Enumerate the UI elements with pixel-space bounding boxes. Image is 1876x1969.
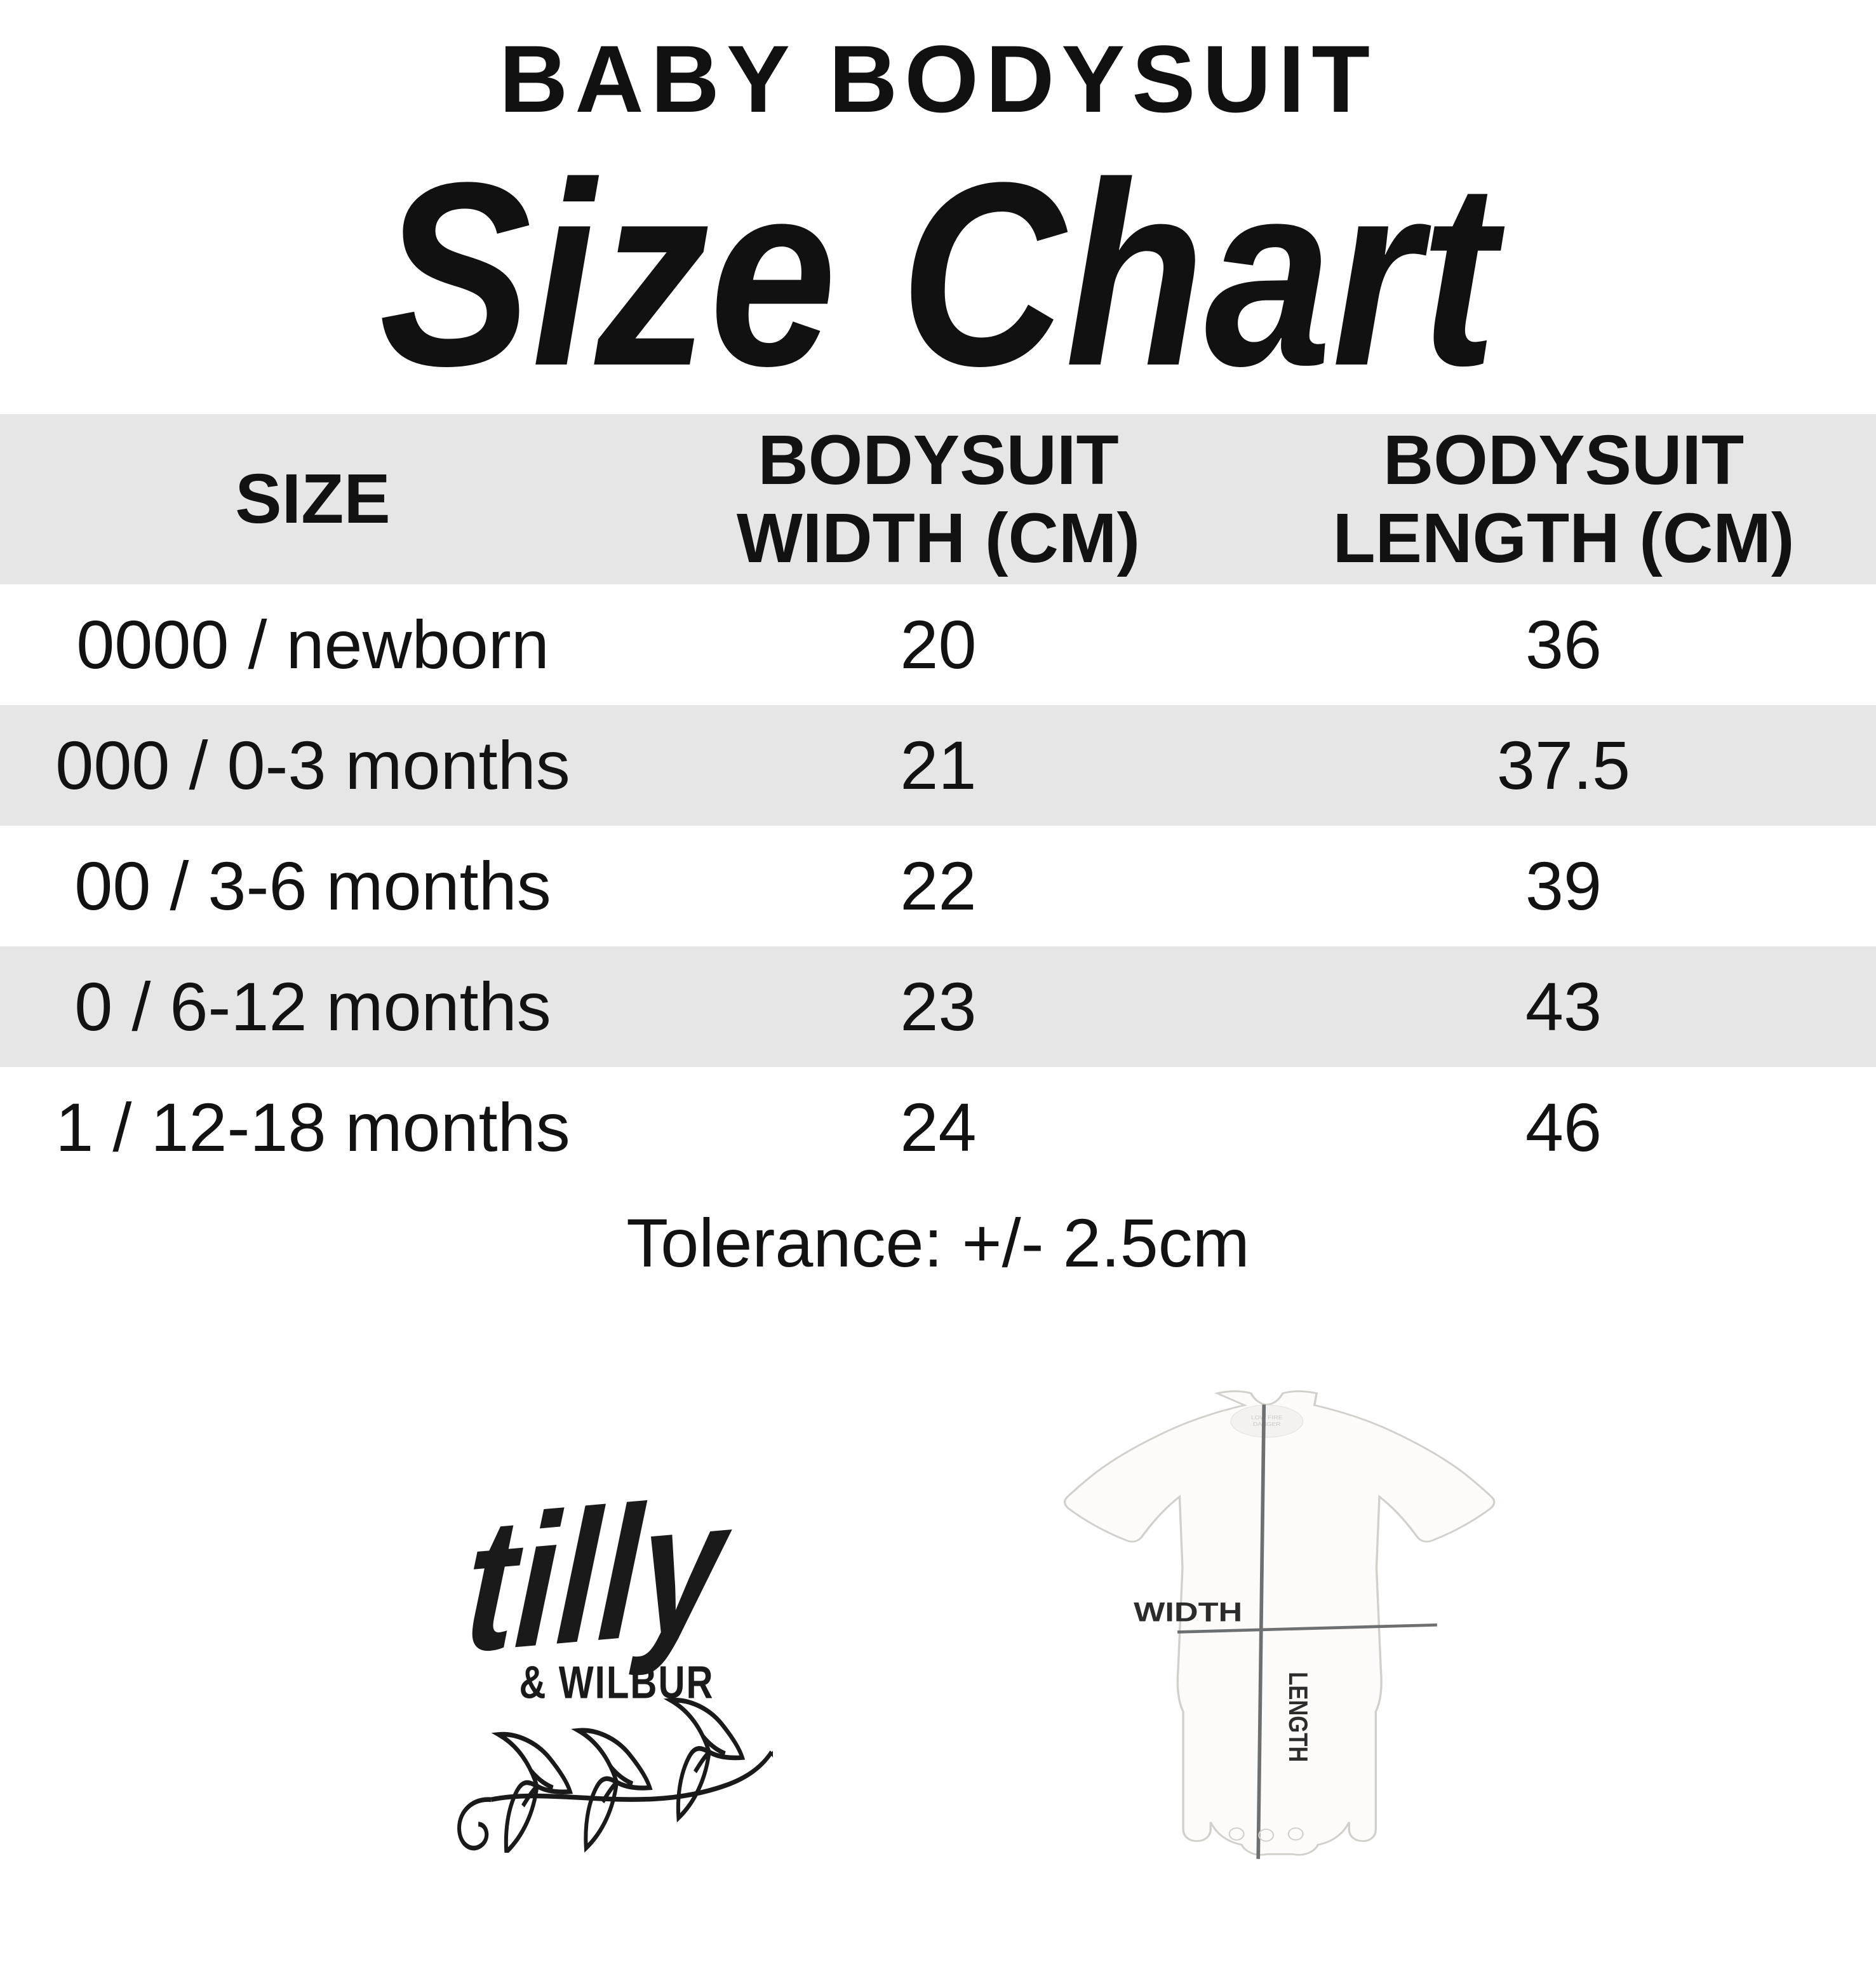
svg-text:DANGER: DANGER <box>1253 1421 1281 1427</box>
svg-text:WIDTH: WIDTH <box>1134 1597 1242 1628</box>
svg-text:LOW FIRE: LOW FIRE <box>1251 1415 1282 1421</box>
svg-text:LENGTH: LENGTH <box>1283 1672 1313 1762</box>
